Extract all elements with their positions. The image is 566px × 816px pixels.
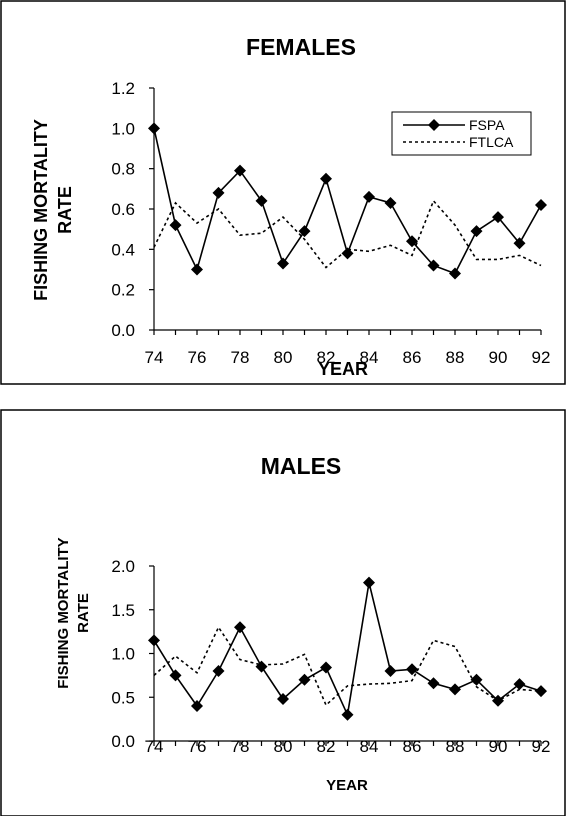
females-legend-fspa-label: FSPA xyxy=(469,117,505,133)
males-x-tick-label: 74 xyxy=(145,737,164,756)
males-y-tick-label: 1.0 xyxy=(111,645,135,664)
females-series-fspa-marker xyxy=(384,196,397,209)
females-y-tick-label: 0.0 xyxy=(111,321,135,340)
males-title: MALES xyxy=(261,453,342,479)
females-legend: FSPA FTLCA xyxy=(391,111,532,156)
females-y-tick-label: 0.6 xyxy=(111,200,135,219)
males-y-tick-label: 0.0 xyxy=(111,732,135,751)
males-series-fspa-marker xyxy=(234,621,246,634)
males-y-axis-label-line2: RATE xyxy=(75,593,92,633)
females-x-tick-label: 82 xyxy=(317,348,336,367)
females-x-tick-label: 92 xyxy=(532,348,551,367)
females-chart: FEMALES FISHING MORTALITY RATE YEAR 0.00… xyxy=(31,34,550,379)
females-title: FEMALES xyxy=(246,34,356,60)
females-axes: 0.0 0.2 0.4 0.6 0.8 1.0 1.2 74 76 78 80 82 84 86 88 90 9… xyxy=(111,79,550,367)
females-series-fspa-marker xyxy=(212,186,225,199)
females-series-fspa-marker xyxy=(277,257,289,270)
females-panel-frame xyxy=(0,0,566,385)
females-y-tick-label: 0.8 xyxy=(111,160,135,179)
males-x-tick-label: 88 xyxy=(446,737,465,756)
females-series-fspa-marker xyxy=(255,194,268,207)
males-x-tick-label: 92 xyxy=(532,737,551,756)
males-series-fspa-marker xyxy=(384,665,397,677)
females-series-fspa-marker xyxy=(148,122,160,135)
males-series-fspa-marker xyxy=(148,634,160,647)
females-series-ftlca-line xyxy=(153,199,542,269)
males-series-fspa-marker xyxy=(427,677,440,690)
males-series-fspa-marker xyxy=(406,663,418,676)
males-x-tick-label: 86 xyxy=(403,737,422,756)
males-x-tick-label: 84 xyxy=(360,737,379,756)
males-series-fspa-marker xyxy=(212,665,225,677)
males-series-fspa-line xyxy=(153,582,542,718)
males-y-axis-label-line1: FISHING MORTALITY xyxy=(55,537,72,688)
females-series-fspa-marker xyxy=(169,219,182,232)
females-legend-fspa-marker xyxy=(428,119,440,131)
females-series-fspa-marker xyxy=(449,267,461,280)
males-x-tick-label: 90 xyxy=(489,737,508,756)
males-x-axis-label: YEAR xyxy=(326,777,368,794)
males-series-ftlca-line xyxy=(153,625,542,707)
males-series-fspa-marker xyxy=(277,693,289,705)
females-legend-ftlca-label: FTLCA xyxy=(469,134,514,150)
females-series-fspa-marker xyxy=(492,211,504,224)
females-series-fspa-marker xyxy=(320,172,332,185)
females-series-fspa-marker xyxy=(470,225,483,238)
males-series xyxy=(148,576,547,721)
males-series-fspa-marker xyxy=(255,660,268,673)
females-legend-box xyxy=(391,111,532,156)
females-series-fspa-marker xyxy=(298,225,311,238)
females-y-tick-label: 0.4 xyxy=(111,240,135,259)
females-x-tick-label: 88 xyxy=(446,348,465,367)
females-series-fspa-marker xyxy=(234,164,246,177)
females-y-tick-label: 1.0 xyxy=(111,119,135,138)
males-series-fspa-marker xyxy=(191,700,203,712)
males-series-fspa-marker xyxy=(320,661,332,674)
males-panel-frame xyxy=(0,409,566,816)
females-series xyxy=(148,122,547,280)
males-series-fspa-marker xyxy=(169,669,182,682)
males-series-fspa-marker xyxy=(341,708,354,721)
females-y-tick-label: 0.2 xyxy=(111,281,135,300)
males-x-tick-label: 76 xyxy=(188,737,207,756)
males-axes: 0.0 0.5 1.0 1.5 2.0 74 76 78 80 82 84 86 88 90 92 xyxy=(111,557,550,756)
males-series-fspa-marker xyxy=(513,678,526,691)
females-y-axis-label-line2: RATE xyxy=(55,186,75,234)
males-series-fspa-marker xyxy=(535,685,547,698)
females-y-tick-label: 1.2 xyxy=(111,79,135,98)
females-series-fspa-marker xyxy=(341,247,354,260)
males-y-tick-label: 0.5 xyxy=(111,688,135,707)
females-series-fspa-marker xyxy=(406,235,418,248)
males-series-fspa-marker xyxy=(298,673,311,686)
males-series-fspa-marker xyxy=(449,683,461,696)
females-x-tick-label: 80 xyxy=(274,348,293,367)
females-series-fspa-marker xyxy=(427,259,440,272)
males-y-axis-label: FISHING MORTALITY RATE xyxy=(55,537,92,688)
females-x-tick-label: 76 xyxy=(188,348,207,367)
males-series-fspa-marker xyxy=(363,576,375,589)
females-x-tick-label: 84 xyxy=(360,348,379,367)
females-series-fspa-marker xyxy=(513,237,526,250)
males-x-tick-label: 82 xyxy=(317,737,336,756)
males-chart: MALES FISHING MORTALITY RATE YEAR 0.0 0.5… xyxy=(55,453,550,794)
females-series-fspa-marker xyxy=(535,198,547,211)
females-series-fspa-marker xyxy=(191,263,203,276)
females-x-axis-label: YEAR xyxy=(318,359,368,379)
females-series-fspa-marker xyxy=(363,190,375,203)
males-y-tick-label: 1.5 xyxy=(111,601,135,620)
females-x-tick-label: 74 xyxy=(145,348,164,367)
males-x-tick-label: 78 xyxy=(231,737,250,756)
males-y-tick-label: 2.0 xyxy=(111,557,135,576)
females-x-tick-label: 78 xyxy=(231,348,250,367)
males-x-tick-label: 80 xyxy=(274,737,293,756)
females-x-tick-label: 90 xyxy=(489,348,508,367)
females-y-axis-label: FISHING MORTALITY RATE xyxy=(31,119,75,301)
females-x-tick-label: 86 xyxy=(403,348,422,367)
females-y-axis-label-line1: FISHING MORTALITY xyxy=(31,119,51,301)
